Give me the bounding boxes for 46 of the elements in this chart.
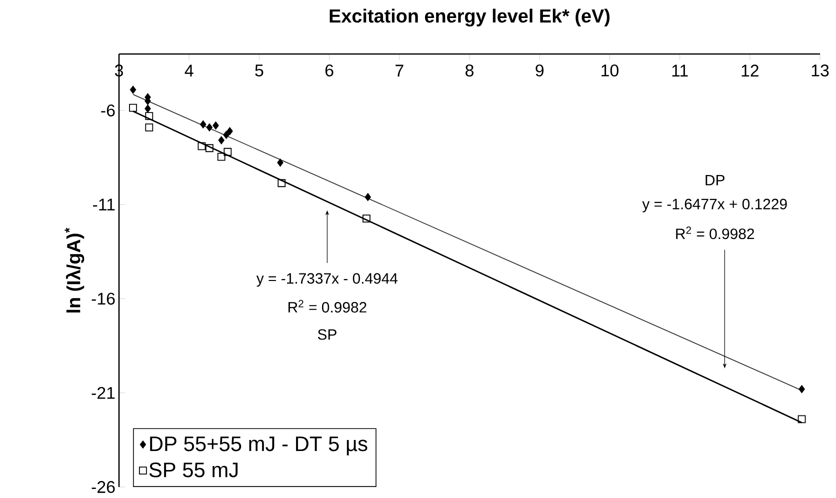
- point: [198, 142, 206, 150]
- y-tick-label: -21: [92, 386, 115, 399]
- point: [217, 152, 226, 161]
- x-tick-label: 10: [602, 64, 618, 76]
- point: [218, 136, 224, 144]
- point: [362, 214, 370, 222]
- x-tick-label: 6: [325, 64, 334, 76]
- point: [130, 86, 136, 94]
- annotation: DP: [706, 174, 724, 186]
- annotation: SP: [318, 329, 336, 340]
- point: [145, 123, 154, 132]
- y-axis-title: ln (Iλ/gA)$^{*}$: [64, 228, 84, 312]
- y-tick-label: -6: [101, 104, 115, 116]
- point: [226, 127, 233, 136]
- x-tick-label: 8: [466, 64, 474, 76]
- x-tick-label: 13: [812, 64, 829, 76]
- point: [277, 158, 284, 167]
- point: [278, 179, 286, 188]
- point: [144, 104, 151, 113]
- point: [798, 385, 805, 394]
- x-tick-label: 12: [742, 64, 758, 76]
- point: [224, 148, 232, 156]
- y-tick-label: -11: [93, 198, 115, 210]
- legend-label: SP 55 mJ: [149, 462, 238, 478]
- point: [798, 415, 806, 424]
- x-tick-label: 5: [255, 64, 264, 76]
- point: [200, 120, 206, 128]
- annotation: y = -1.6477x + 0.1229: [642, 198, 787, 212]
- point: [223, 130, 230, 139]
- point: [212, 122, 219, 130]
- point: [145, 112, 154, 120]
- legend-label: DP 55+55 mJ - DT 5 µs: [150, 436, 368, 456]
- x-tick-label: 9: [536, 64, 544, 76]
- point: [205, 144, 214, 152]
- x-tick-label: 11: [672, 64, 688, 76]
- point: [206, 123, 213, 132]
- annotation: R$^{2}$ = 0.9982: [676, 226, 754, 240]
- x-tick-label: 4: [184, 64, 194, 76]
- x-axis-title: Excitation energy level Ek* (eV): [330, 8, 610, 26]
- annotation: y = -1.7337x - 0.4944: [256, 273, 398, 287]
- annotation: R$^{2}$ = 0.9982: [288, 300, 366, 313]
- y-tick-label: -16: [92, 292, 115, 305]
- point: [364, 193, 371, 202]
- point: [129, 104, 137, 112]
- y-tick-label: -26: [92, 480, 115, 493]
- x-tick-label: 7: [396, 64, 404, 76]
